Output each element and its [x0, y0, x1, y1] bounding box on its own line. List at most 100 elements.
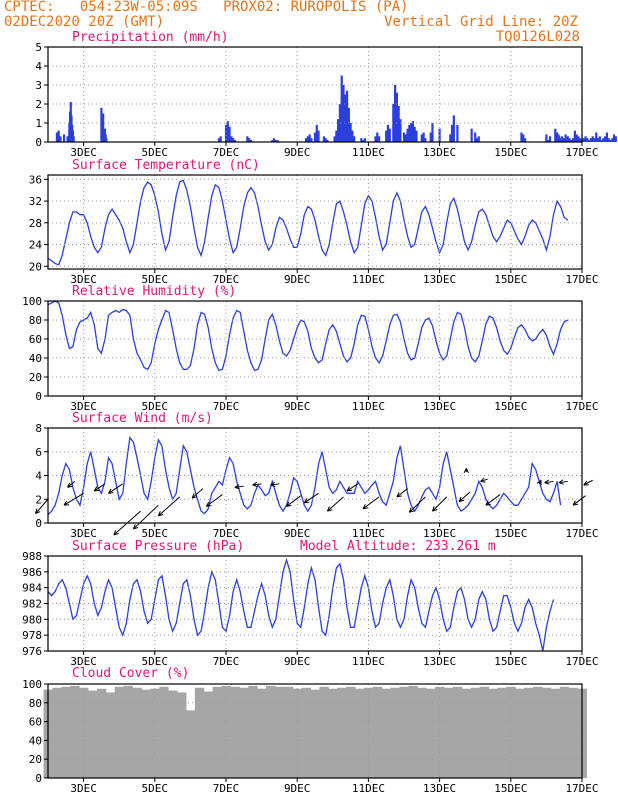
- precip-bar: [566, 136, 569, 142]
- cloud-bar: [61, 686, 71, 778]
- wind-arrow: [113, 510, 141, 536]
- y-tick-label: 20: [29, 260, 42, 273]
- precip-bar: [402, 132, 406, 142]
- x-tick-label: 15DEC: [494, 400, 527, 413]
- cloud-bar: [168, 690, 178, 778]
- precip-bar: [272, 138, 276, 142]
- wind-arrow: [205, 494, 223, 507]
- wind-arrow: [270, 481, 280, 488]
- x-tick-label: 7DEC: [213, 527, 240, 540]
- wind-arrow: [362, 496, 380, 510]
- temp-line: [47, 179, 569, 266]
- precip-bar: [361, 140, 365, 142]
- precip-bar: [520, 132, 523, 142]
- wind-arrow: [346, 483, 358, 492]
- panel-frame: [47, 300, 583, 397]
- cloud-bar: [70, 685, 80, 778]
- y-tick-label: 60: [29, 333, 42, 346]
- cloud-bar: [292, 688, 303, 778]
- wind-panel: 0 2 4 6 8 3DEC 5DEC 7DEC 9DEC 11DEC 13DEC 15DEC 17DE…: [35, 411, 599, 540]
- cloud-bar: [568, 687, 579, 778]
- precip-bar: [598, 136, 601, 142]
- cloud-bar: [444, 687, 454, 778]
- x-tick-label: 13DEC: [423, 655, 456, 668]
- precip-bar: [249, 140, 253, 142]
- x-tick-label: 9DEC: [284, 655, 311, 668]
- precip-bar: [609, 140, 612, 142]
- precip-bar: [353, 136, 356, 142]
- x-tick-label: 17DEC: [565, 527, 598, 540]
- precip-bar: [614, 136, 617, 142]
- y-tick-label: 100: [22, 678, 42, 691]
- x-tick-label: 3DEC: [70, 400, 97, 413]
- wind-line: [47, 435, 562, 516]
- precip-bar: [595, 132, 598, 142]
- cloud-bar: [123, 685, 134, 778]
- x-tick-label: 7DEC: [213, 146, 240, 159]
- precip-bar: [360, 138, 363, 142]
- precip-bar: [548, 136, 552, 142]
- cloud-bar: [266, 685, 276, 778]
- y-tick-label: 978: [22, 629, 42, 642]
- cloud-bar: [177, 692, 187, 778]
- cloud-bar: [203, 691, 214, 778]
- y-tick-label: 982: [22, 598, 42, 611]
- cloud-bar: [328, 688, 338, 778]
- precip-bar: [228, 126, 231, 142]
- wind-arrow: [432, 496, 448, 512]
- precip-bar: [474, 132, 477, 142]
- cloud-bar: [461, 688, 472, 778]
- x-tick-label: 13DEC: [423, 527, 456, 540]
- cloud-bar: [488, 688, 498, 778]
- precip-bar: [57, 130, 60, 142]
- cloud-title: Cloud Cover (%): [72, 666, 189, 681]
- precip-bar: [593, 138, 596, 142]
- x-tick-label: 17DEC: [565, 273, 598, 286]
- precip-bar: [596, 138, 600, 142]
- cloud-bar: [319, 686, 329, 778]
- x-tick-label: 17DEC: [565, 146, 598, 159]
- y-tick-label: 0: [35, 390, 42, 403]
- wind-arrow: [132, 504, 159, 530]
- precip-bar: [547, 140, 550, 142]
- cloud-bar: [533, 686, 543, 778]
- precip-bar: [404, 134, 407, 142]
- cloud-bar: [194, 687, 205, 778]
- cloud-bar: [301, 687, 312, 778]
- precip-bar: [340, 75, 343, 142]
- precip-bar: [385, 130, 388, 142]
- cloud-bar: [452, 686, 463, 778]
- y-tick-label: 988: [22, 550, 42, 563]
- y-tick-label: 32: [29, 195, 42, 208]
- precip-bar: [72, 136, 75, 142]
- cloud-bar: [141, 689, 151, 778]
- x-tick-label: 15DEC: [494, 146, 527, 159]
- cloud-bar: [381, 688, 392, 778]
- x-tick-label: 5DEC: [142, 527, 169, 540]
- precip-bar: [406, 128, 409, 142]
- wind-arrow: [458, 491, 471, 503]
- precip-bar: [66, 136, 69, 142]
- precip-bar: [315, 124, 318, 142]
- precip-bar: [248, 138, 251, 142]
- precip-bar: [575, 134, 578, 142]
- y-tick-label: 984: [22, 582, 42, 595]
- precip-bar: [345, 90, 349, 142]
- x-tick-label: 11DEC: [352, 400, 385, 413]
- precip-bar: [577, 136, 580, 142]
- precip-bar: [523, 138, 527, 142]
- temp-title: Surface Temperature (nC): [72, 158, 260, 173]
- y-tick-label: 28: [29, 217, 42, 230]
- precip-bar: [607, 138, 610, 142]
- header-right-line2: TQ0126L028: [495, 29, 580, 45]
- x-tick-label: 17DEC: [565, 655, 598, 668]
- precip-bar: [363, 138, 366, 142]
- y-tick-label: 2: [35, 98, 42, 111]
- precip-bar: [274, 140, 277, 142]
- precip-bar: [322, 136, 325, 142]
- precip-bar: [376, 132, 379, 142]
- x-tick-label: 9DEC: [284, 400, 311, 413]
- precip-bar: [394, 85, 397, 142]
- precip-bar: [313, 132, 317, 142]
- model-altitude-label: Model Altitude: 233.261 m: [300, 539, 496, 554]
